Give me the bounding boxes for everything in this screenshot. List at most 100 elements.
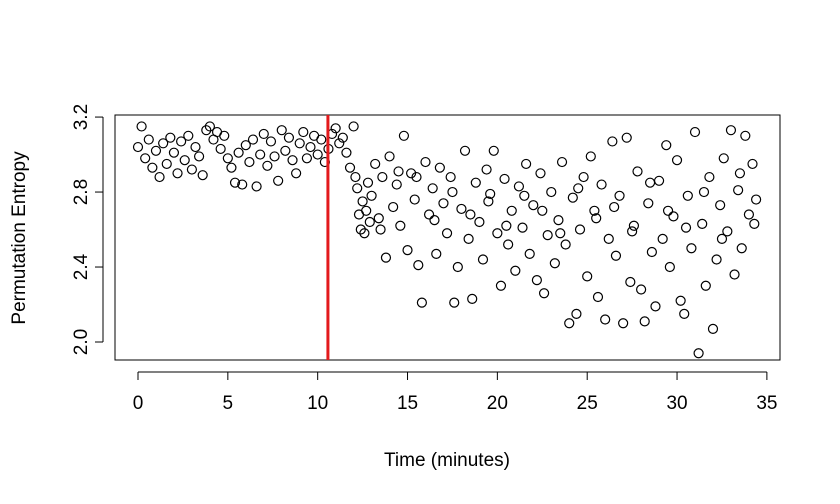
point — [733, 185, 744, 196]
x-tick-label: 0 — [133, 393, 144, 414]
point — [715, 200, 726, 211]
y-tick-label: 2.0 — [71, 329, 92, 355]
point — [373, 213, 384, 224]
point — [513, 181, 525, 192]
point — [427, 183, 438, 194]
point — [650, 301, 661, 312]
point — [725, 125, 737, 136]
point — [537, 205, 548, 216]
x-tick-label: 30 — [666, 393, 687, 414]
point — [147, 162, 158, 173]
point — [334, 138, 345, 149]
point — [348, 121, 359, 132]
point — [492, 228, 503, 239]
point — [700, 280, 711, 291]
point — [740, 130, 751, 141]
point — [664, 261, 675, 273]
point — [273, 175, 284, 186]
point — [222, 153, 233, 164]
point — [150, 145, 162, 156]
point — [179, 155, 190, 166]
point — [483, 196, 494, 207]
point — [344, 162, 356, 173]
point — [553, 215, 564, 226]
point — [503, 239, 514, 250]
point — [258, 128, 269, 140]
point — [350, 171, 361, 183]
point — [747, 158, 758, 170]
point — [330, 123, 341, 134]
point — [618, 318, 629, 329]
point — [190, 141, 201, 153]
point — [377, 171, 388, 183]
point — [607, 136, 618, 147]
point — [722, 226, 733, 237]
point — [524, 248, 535, 260]
point — [434, 162, 445, 173]
point — [388, 201, 399, 213]
point — [603, 233, 614, 245]
point — [229, 177, 241, 188]
point — [671, 155, 683, 166]
point — [582, 271, 593, 282]
point — [707, 323, 719, 334]
point — [736, 243, 747, 254]
point — [283, 132, 295, 143]
point — [237, 179, 248, 190]
point — [161, 158, 172, 170]
point — [204, 121, 215, 132]
point — [661, 140, 672, 151]
point — [341, 147, 352, 158]
point — [411, 171, 422, 183]
point — [697, 218, 708, 230]
point — [265, 136, 277, 147]
point — [366, 190, 377, 201]
point — [693, 348, 704, 359]
point — [244, 156, 255, 168]
point — [477, 254, 489, 265]
point — [646, 246, 657, 258]
x-tick-label: 15 — [397, 393, 418, 414]
point — [485, 188, 496, 200]
point — [449, 297, 460, 308]
point — [542, 230, 553, 241]
point — [521, 158, 532, 170]
point — [589, 205, 600, 216]
point — [359, 228, 370, 239]
point — [592, 291, 604, 303]
point — [193, 151, 205, 162]
point — [686, 243, 697, 254]
point — [716, 233, 728, 245]
point — [172, 168, 183, 179]
point — [680, 222, 692, 233]
point — [165, 132, 176, 143]
point — [749, 218, 760, 230]
point — [510, 265, 521, 276]
point — [564, 318, 575, 329]
point — [452, 261, 463, 273]
point — [531, 275, 542, 286]
point — [578, 171, 589, 183]
point — [573, 183, 584, 194]
point — [574, 224, 586, 235]
point — [470, 177, 481, 188]
point — [233, 147, 244, 158]
point — [644, 177, 656, 188]
point — [657, 233, 668, 245]
point — [201, 125, 212, 136]
point — [675, 295, 686, 306]
point — [546, 186, 557, 198]
point — [711, 254, 722, 265]
point — [140, 153, 151, 164]
point — [621, 132, 632, 143]
point — [186, 164, 198, 175]
point — [704, 171, 715, 183]
point — [734, 168, 746, 179]
y-tick-label: 2.8 — [71, 179, 92, 205]
point — [501, 220, 512, 231]
point — [743, 209, 755, 220]
point — [395, 220, 406, 231]
point — [391, 179, 402, 190]
point — [168, 147, 180, 158]
point — [276, 125, 287, 136]
